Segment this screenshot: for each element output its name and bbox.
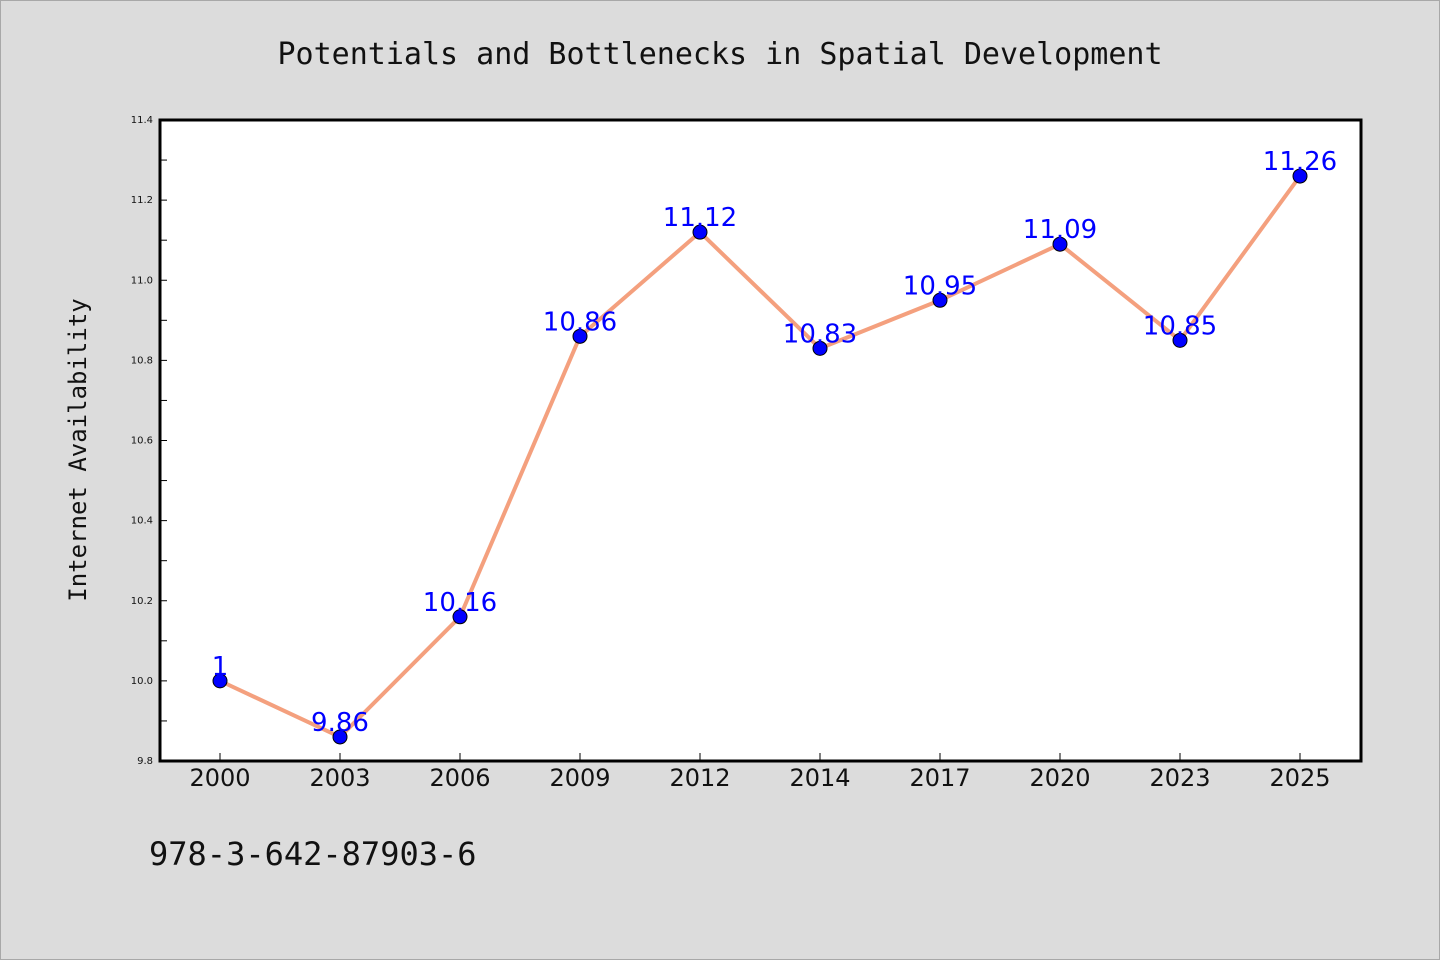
data-label: 11.09: [1023, 215, 1097, 245]
y-tick-label: 11.0: [131, 275, 153, 286]
y-tick-label: 9.8: [137, 756, 153, 767]
x-tick-label: 2017: [909, 764, 970, 792]
y-axis-ticks: 9.8 10.0 10.2 10.4 10.6 10.8 11.0 11.2 11.4: [131, 115, 167, 767]
data-point: [1292, 168, 1308, 184]
y-tick-label: 11.4: [131, 115, 153, 126]
data-point: [212, 673, 228, 689]
y-tick-label: 10.2: [131, 596, 153, 607]
data-label: 10.85: [1143, 311, 1217, 341]
x-tick-label: 2025: [1269, 764, 1330, 792]
x-axis-ticks: 2000 2003 2006 2009 2012 2014 2017 2020 2023 2025: [189, 753, 1331, 792]
y-tick-label: 10.4: [131, 516, 153, 527]
data-point: [452, 609, 468, 625]
series-group: 1 9.86 10.16 10.86 11.12 10.83 10.95 11.09 10.85…: [212, 147, 1337, 745]
series-line: [219, 174, 1302, 739]
x-tick-label: 2009: [549, 764, 610, 792]
data-label: 11.26: [1263, 147, 1337, 177]
x-tick-label: 2006: [429, 764, 490, 792]
data-label: 1: [212, 652, 229, 682]
chart-title: Potentials and Bottlenecks in Spatial De…: [277, 37, 1162, 72]
data-label: 10.95: [903, 271, 977, 301]
x-tick-label: 2000: [189, 764, 250, 792]
data-point: [812, 340, 828, 356]
x-tick-label: 2014: [789, 764, 850, 792]
isbn-text: 978-3-642-87903-6: [149, 835, 477, 873]
data-point: [932, 292, 948, 308]
data-point: [692, 224, 708, 240]
data-point: [572, 328, 588, 344]
data-point: [1172, 332, 1188, 348]
plot-area: [158, 118, 1363, 763]
x-tick-label: 2012: [669, 764, 730, 792]
data-label: 10.83: [783, 319, 857, 349]
data-label: 10.86: [543, 307, 617, 337]
data-label: 11.12: [663, 203, 737, 233]
y-tick-label: 10.0: [131, 676, 153, 687]
data-label: 10.16: [423, 588, 497, 618]
y-tick-label: 10.6: [131, 436, 153, 447]
y-tick-label: 11.2: [131, 195, 153, 206]
x-tick-label: 2003: [309, 764, 370, 792]
data-point: [1052, 236, 1068, 252]
data-point: [332, 729, 348, 745]
x-tick-label: 2020: [1029, 764, 1090, 792]
y-axis-label: Internet Availability: [64, 298, 92, 601]
y-tick-label: 10.8: [131, 355, 153, 366]
x-tick-label: 2023: [1149, 764, 1210, 792]
data-label: 9.86: [311, 708, 369, 738]
